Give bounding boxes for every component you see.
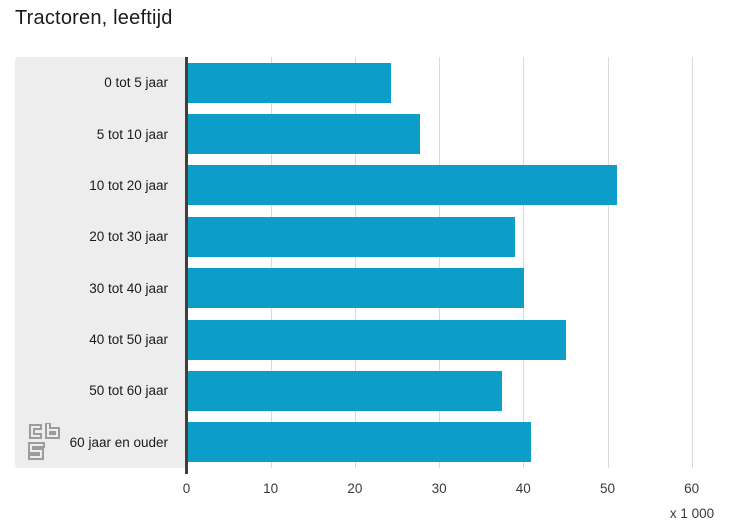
plot-area xyxy=(188,57,735,468)
category-panel: 0 tot 5 jaar 5 tot 10 jaar 10 tot 20 jaar 2… xyxy=(15,57,185,468)
x-axis-tick-label: 60 xyxy=(684,481,700,496)
gridline xyxy=(607,57,609,468)
gridline xyxy=(354,57,356,468)
chart-title: Tractoren, leeftijd xyxy=(15,7,173,29)
x-axis-tick-label: 40 xyxy=(515,481,531,496)
gridline xyxy=(270,57,272,468)
x-axis-tick-label: 30 xyxy=(431,481,447,496)
x-axis-tick-label: 10 xyxy=(263,481,279,496)
category-label: 0 tot 5 jaar xyxy=(104,75,168,91)
bar xyxy=(188,165,617,206)
gridline xyxy=(523,57,525,468)
y-axis-line xyxy=(185,57,188,474)
bar xyxy=(188,370,503,411)
bar xyxy=(188,62,391,103)
unit-label: x 1 000 xyxy=(669,506,715,521)
bar xyxy=(188,268,524,309)
category-label: 50 tot 60 jaar xyxy=(89,383,168,399)
gridline xyxy=(439,57,441,468)
bar xyxy=(188,319,567,360)
category-label: 40 tot 50 jaar xyxy=(89,332,168,348)
category-label: 20 tot 30 jaar xyxy=(89,229,168,245)
x-axis-tick-label: 0 xyxy=(182,481,191,496)
bar xyxy=(188,216,515,257)
category-label: 60 jaar en ouder xyxy=(69,434,168,450)
bar xyxy=(188,422,531,463)
gridline xyxy=(691,57,693,468)
category-label: 5 tot 10 jaar xyxy=(96,126,168,142)
x-axis-tick-label: 50 xyxy=(599,481,616,496)
cbs-logo xyxy=(27,423,61,463)
x-axis-tick-label: 20 xyxy=(347,481,363,496)
category-label: 30 tot 40 jaar xyxy=(89,280,168,296)
x-axis: 0 10 20 30 40 50 60 xyxy=(0,481,750,499)
category-label: 10 tot 20 jaar xyxy=(89,177,168,193)
bar xyxy=(188,114,420,155)
